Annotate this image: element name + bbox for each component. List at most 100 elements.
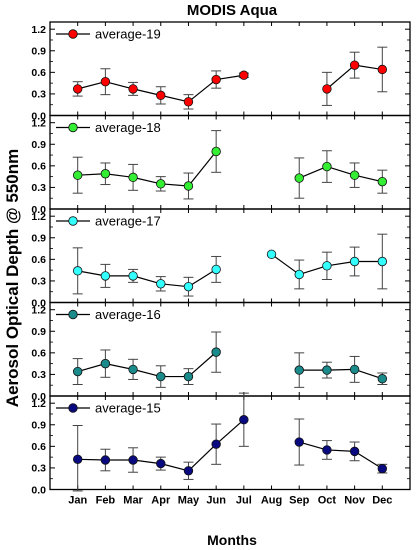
series-line-segment <box>160 94 189 103</box>
series-line-segment <box>187 151 217 187</box>
series-line-segment <box>132 88 161 96</box>
legend-marker <box>68 309 78 320</box>
y-tick-label: 0.0 <box>31 391 46 403</box>
panel-average-17: 0.0 0.3 0.6 0.9 1.2 average-17 <box>31 208 411 309</box>
data-point-nov <box>349 170 360 180</box>
y-tick-label: 0.6 <box>31 161 46 173</box>
data-point-oct <box>322 445 332 455</box>
y-tick-label: 1.2 <box>31 117 46 129</box>
y-tick-label: 0.9 <box>31 326 46 338</box>
x-tick-label-aug: Aug <box>261 495 282 507</box>
series-line-segment <box>132 176 161 185</box>
panel-frame <box>49 395 411 491</box>
y-tick-label: 0.6 <box>31 348 46 360</box>
y-tick-label: 0.3 <box>31 89 46 101</box>
x-tick-label-may: May <box>178 495 200 507</box>
data-point-aug <box>266 249 277 260</box>
series-line-segment <box>299 166 328 179</box>
x-tick-label-oct: Oct <box>318 495 337 507</box>
data-point-apr <box>156 371 166 382</box>
series-line-segment <box>132 275 161 285</box>
y-tick-label: 0.3 <box>31 369 46 381</box>
x-axis-label: Months <box>207 532 257 548</box>
data-point-jun <box>211 74 221 85</box>
data-point-mar <box>128 84 138 94</box>
data-point-jan <box>72 84 83 94</box>
chart-title: MODIS Aqua <box>187 2 278 19</box>
legend-marker <box>68 29 78 39</box>
data-point-feb <box>100 455 111 465</box>
series-line-segment <box>299 265 328 276</box>
data-point-nov <box>349 446 360 457</box>
y-tick-label: 0.0 <box>31 110 46 122</box>
x-tick-label-sep: Sep <box>289 495 309 507</box>
data-point-apr <box>156 458 166 469</box>
data-point-apr <box>156 279 166 289</box>
legend-label: average-18 <box>95 120 161 135</box>
data-point-jun <box>211 439 221 449</box>
panel-average-15: 0.0 0.3 0.6 0.9 1.2 average-15 <box>31 392 411 496</box>
legend-marker <box>68 122 78 133</box>
y-tick-label: 0.3 <box>31 182 46 194</box>
x-tick-label-jun: Jun <box>206 495 226 507</box>
data-point-feb <box>100 271 111 281</box>
data-point-sep <box>294 173 304 183</box>
x-tick-label-apr: Apr <box>151 495 171 507</box>
y-tick-label: 0.6 <box>31 67 46 79</box>
data-point-dec <box>377 176 388 187</box>
data-point-mar <box>128 455 138 465</box>
data-point-oct <box>322 365 332 375</box>
data-point-jan <box>72 454 83 464</box>
data-point-dec <box>377 463 388 474</box>
data-point-dec <box>377 64 388 75</box>
series-line-segment <box>299 441 328 451</box>
data-point-jan <box>72 170 83 180</box>
y-tick-label: 0.0 <box>31 484 46 496</box>
series-line-segment <box>326 64 356 90</box>
panel-average-19: 0.0 0.3 0.6 0.9 1.2 average-19 <box>31 21 411 122</box>
series-line-segment <box>326 165 355 176</box>
panel-average-16: 0.0 0.3 0.6 0.9 1.2 average-16 <box>31 301 411 403</box>
data-point-dec <box>377 256 388 267</box>
data-point-sep <box>294 437 304 447</box>
data-point-jul <box>239 415 249 425</box>
y-tick-label: 0.9 <box>31 46 46 58</box>
y-tick-label: 0.9 <box>31 233 46 245</box>
legend-label: average-15 <box>95 401 161 416</box>
data-point-feb <box>100 358 111 369</box>
y-tick-label: 0.3 <box>31 463 46 475</box>
legend-marker <box>68 216 78 226</box>
data-point-may <box>183 281 194 292</box>
data-point-may <box>183 97 194 107</box>
data-point-apr <box>156 90 166 101</box>
data-point-oct <box>322 161 332 172</box>
y-tick-label: 0.0 <box>31 297 46 309</box>
x-tick-label-jan: Jan <box>68 495 87 507</box>
y-tick-label: 1.2 <box>31 398 46 410</box>
panel-average-18: 0.0 0.3 0.6 0.9 1.2 average-18 <box>31 114 411 216</box>
data-point-jun <box>211 264 221 275</box>
data-point-jun <box>211 146 221 157</box>
series-line-segment <box>188 268 217 288</box>
y-tick-label: 0.9 <box>31 420 46 432</box>
data-point-mar <box>128 271 138 281</box>
y-tick-label: 0.6 <box>31 254 46 266</box>
series-line-segment <box>77 81 106 90</box>
x-tick-label-mar: Mar <box>123 495 143 507</box>
y-tick-label: 0.6 <box>31 441 46 453</box>
series-line-segment <box>132 368 161 378</box>
series-line-segment <box>105 81 134 90</box>
series-line-segment <box>188 351 217 378</box>
series-line-segment <box>271 253 300 275</box>
y-axis-label: Aerosol Optical Depth @ 550nm <box>3 149 22 407</box>
series-line-segment <box>354 450 383 470</box>
legend-label: average-19 <box>95 27 161 42</box>
data-point-may <box>183 371 194 382</box>
data-point-nov <box>349 256 360 267</box>
series-line-segment <box>354 368 383 380</box>
y-tick-label: 0.0 <box>31 204 46 216</box>
legend-label: average-16 <box>95 307 161 322</box>
data-point-oct <box>322 261 332 271</box>
data-point-oct <box>322 84 332 94</box>
